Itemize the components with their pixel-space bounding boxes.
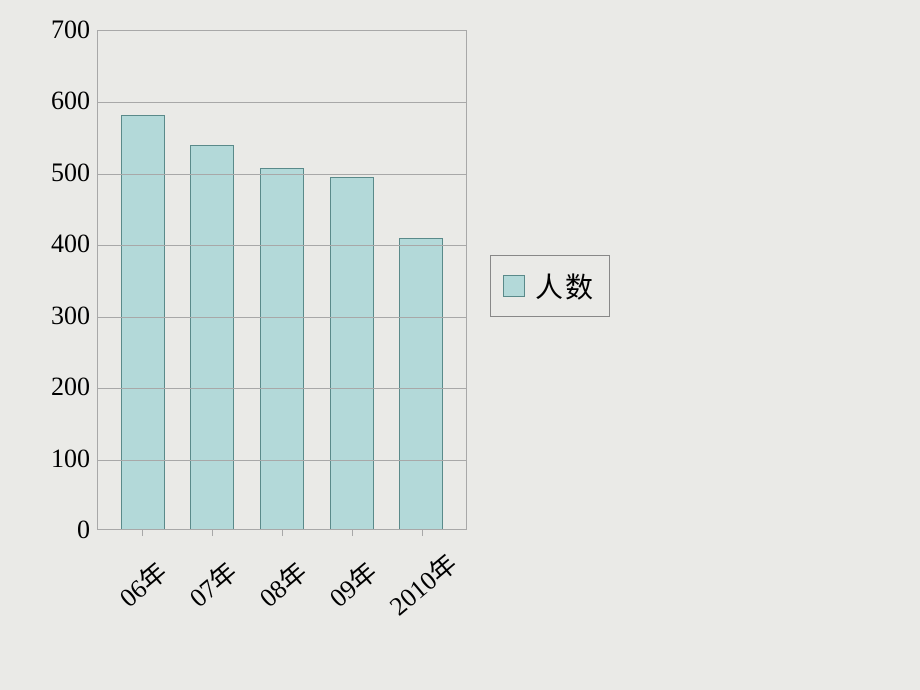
y-axis-label: 600	[10, 86, 90, 116]
y-axis-label: 500	[10, 158, 90, 188]
bar-09	[330, 177, 374, 529]
x-label-1: 07年	[180, 553, 244, 615]
gridline	[98, 102, 466, 103]
x-label-2: 08年	[250, 553, 314, 615]
y-axis-label: 200	[10, 372, 90, 402]
y-axis-label: 0	[10, 515, 90, 545]
y-axis-label: 300	[10, 301, 90, 331]
bar-06	[121, 115, 165, 529]
y-axis-label: 700	[10, 15, 90, 45]
legend-swatch	[503, 275, 525, 297]
gridline	[98, 317, 466, 318]
gridline	[98, 460, 466, 461]
bar-08	[260, 168, 304, 529]
y-axis-label: 100	[10, 444, 90, 474]
bar-2010	[399, 238, 443, 529]
legend: 人数	[490, 255, 610, 317]
gridline	[98, 174, 466, 175]
legend-label: 人数	[535, 266, 595, 306]
bar-07	[190, 145, 234, 529]
x-axis-labels: 06年 07年 08年 09年 2010年	[97, 545, 467, 665]
plot-area	[97, 30, 467, 530]
y-axis-label: 400	[10, 229, 90, 259]
bars-container	[98, 31, 466, 529]
x-label-0: 06年	[110, 553, 174, 615]
bar-chart: 06年 07年 08年 09年 2010年 人数	[0, 0, 620, 690]
x-label-3: 09年	[320, 553, 384, 615]
x-ticks	[97, 530, 467, 540]
gridline	[98, 245, 466, 246]
gridline	[98, 388, 466, 389]
x-label-4: 2010年	[380, 544, 464, 622]
